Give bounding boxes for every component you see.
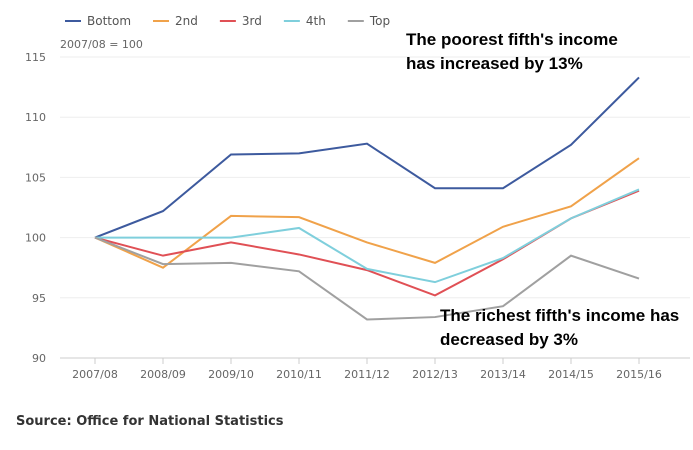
x-tick-label: 2012/13 — [412, 368, 458, 381]
annotation-poorest: The poorest fifth's income has increased… — [406, 30, 618, 73]
y-tick-label: 100 — [25, 232, 46, 245]
x-tick-label: 2008/09 — [140, 368, 186, 381]
x-tick-label: 2010/11 — [276, 368, 322, 381]
y-tick-label: 95 — [32, 292, 46, 305]
x-tick-label: 2015/16 — [616, 368, 662, 381]
legend-item-2nd: 2nd — [175, 14, 198, 28]
source-note: Source: Office for National Statistics — [16, 414, 284, 429]
legend-item-3rd: 3rd — [242, 14, 262, 28]
annotation-richest: The richest fifth's income has decreased… — [440, 306, 680, 349]
x-tick-label: 2013/14 — [480, 368, 526, 381]
legend-item-top: Top — [369, 14, 390, 28]
x-tick-label: 2014/15 — [548, 368, 594, 381]
series-line-bottom — [94, 76, 640, 239]
chart-subtitle: 2007/08 = 100 — [60, 38, 143, 51]
x-tick-label: 2007/08 — [72, 368, 118, 381]
x-tick-label: 2011/12 — [344, 368, 390, 381]
series-line-top — [94, 236, 640, 321]
series-line-2nd — [94, 157, 640, 269]
y-tick-label: 105 — [25, 171, 46, 184]
y-tick-label: 115 — [25, 51, 46, 64]
y-tick-label: 90 — [32, 352, 46, 365]
legend-item-bottom: Bottom — [87, 14, 131, 28]
x-tick-label: 2009/10 — [208, 368, 254, 381]
series-line-4th — [95, 188, 640, 284]
y-tick-label: 110 — [25, 111, 46, 124]
legend-item-4th: 4th — [306, 14, 326, 28]
